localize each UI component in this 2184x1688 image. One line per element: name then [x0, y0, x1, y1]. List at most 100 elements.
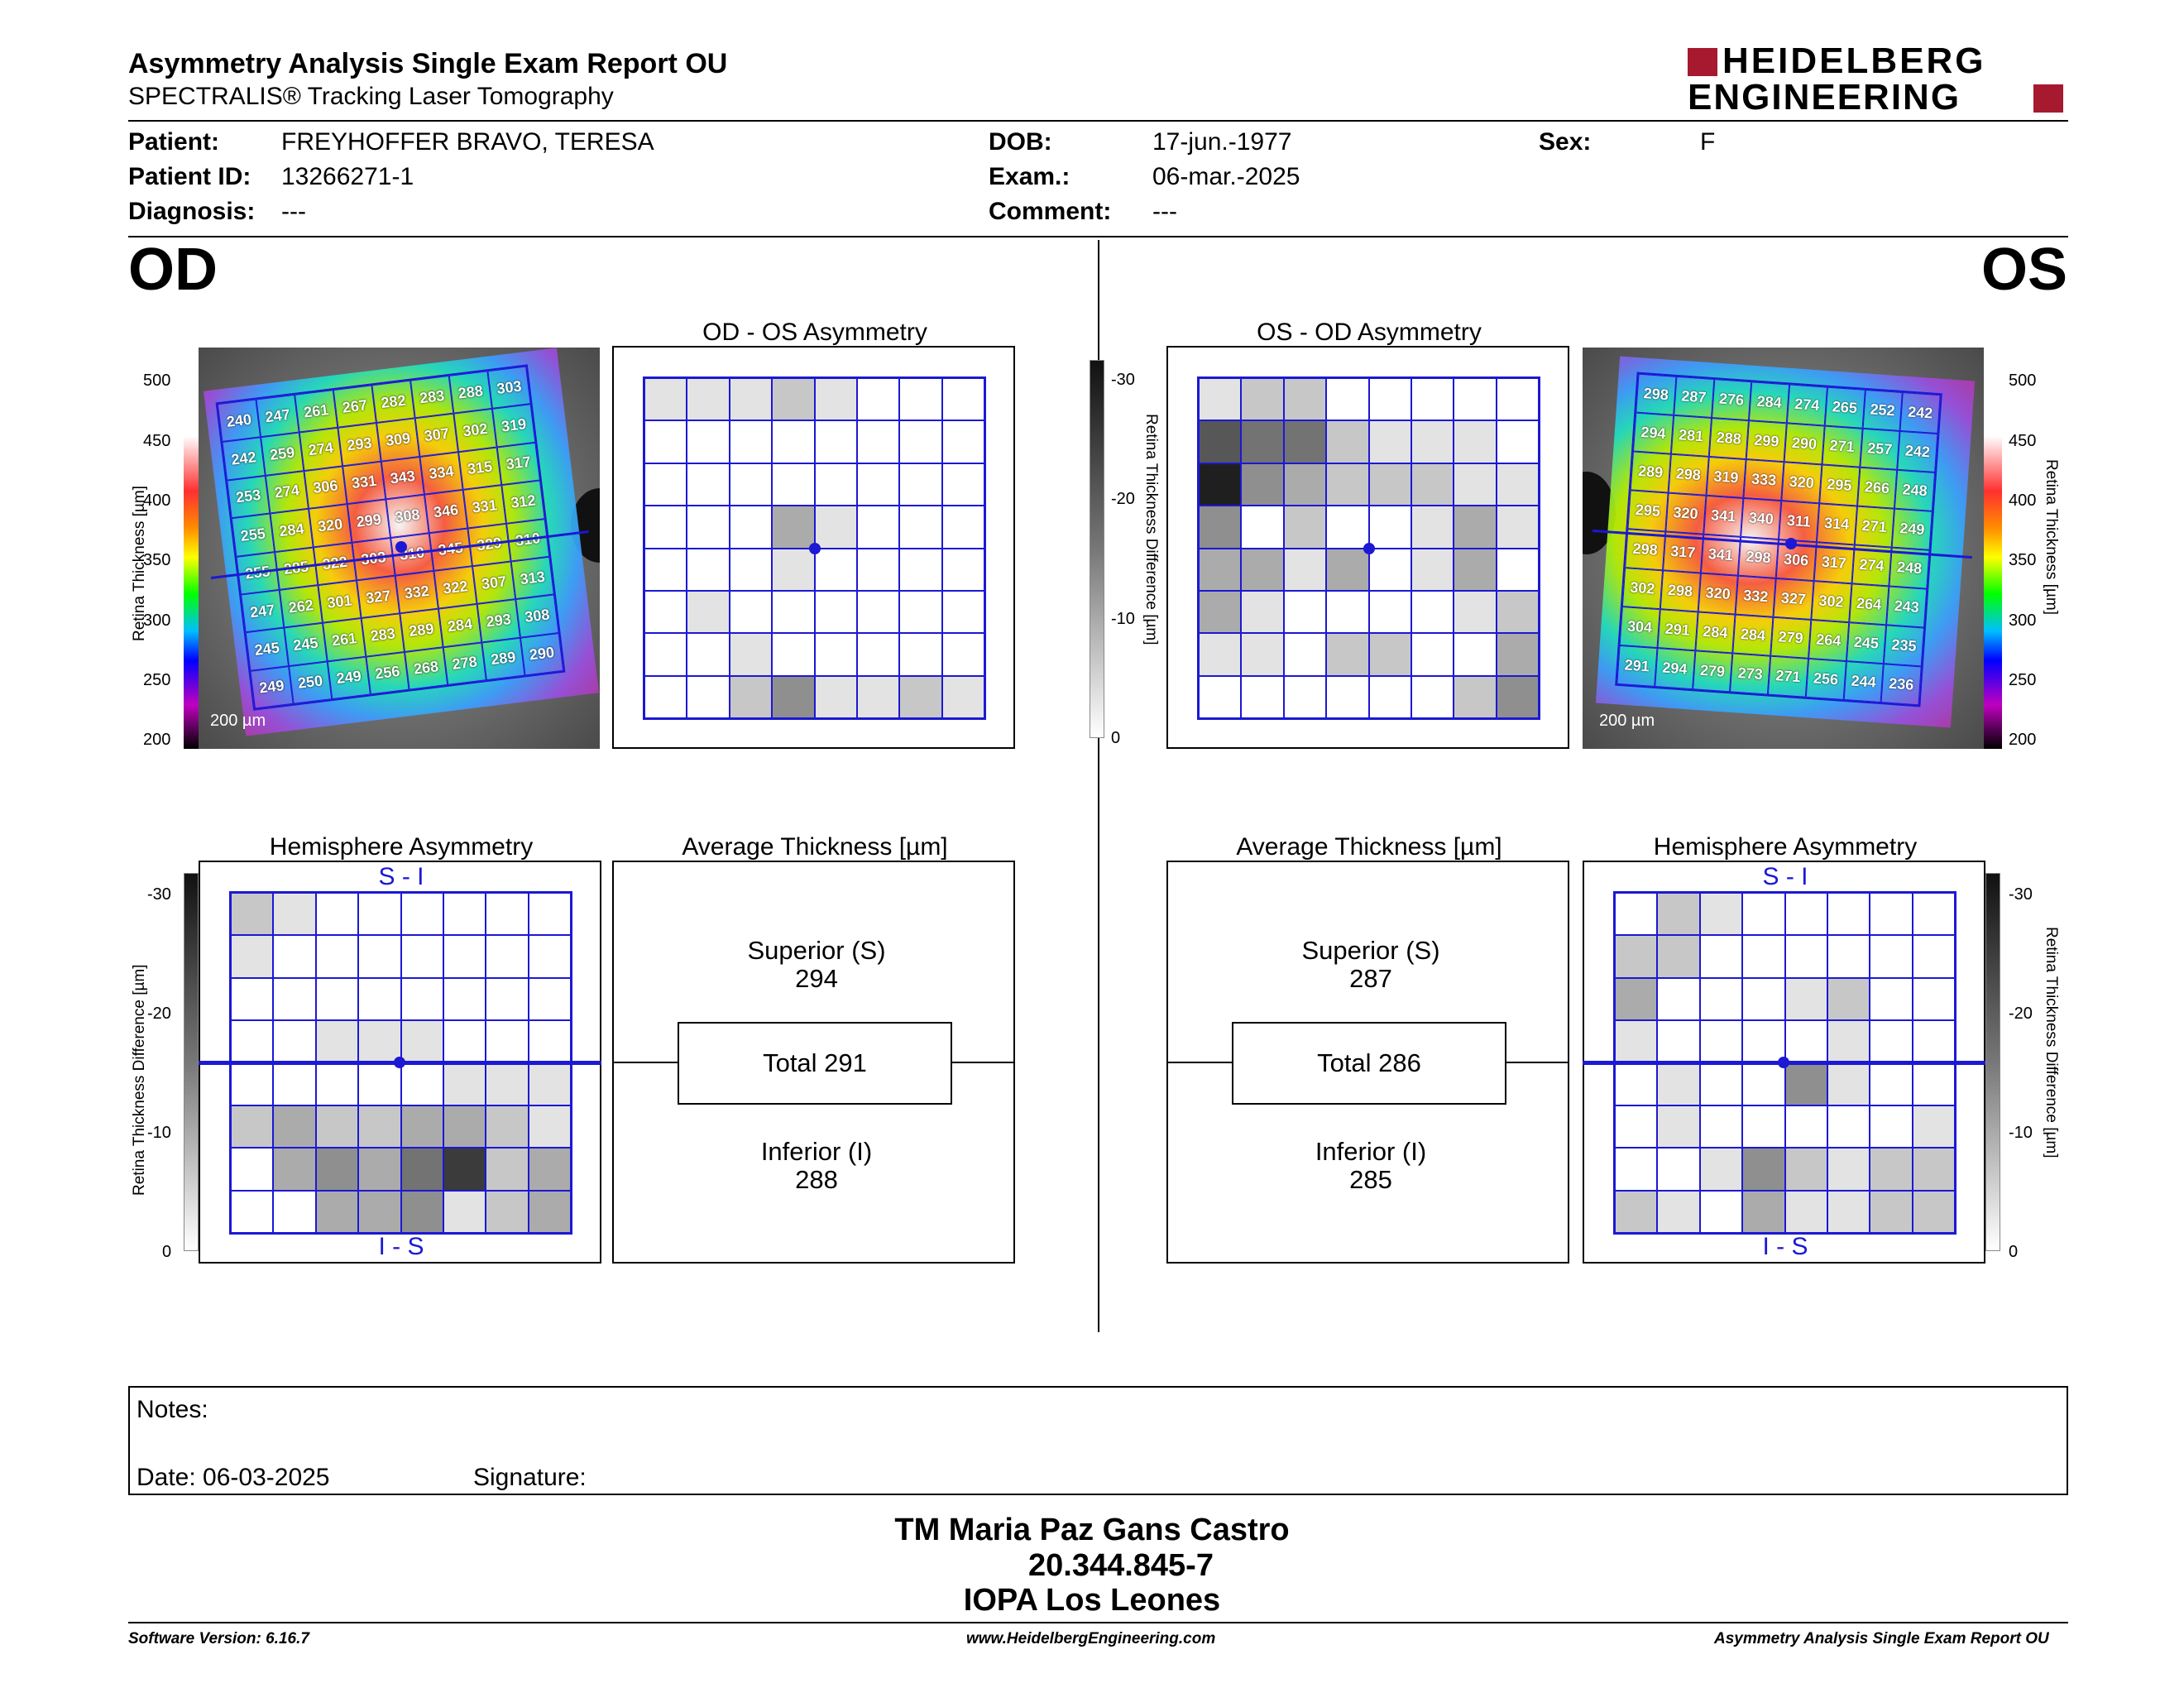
os-asym-cell	[1283, 633, 1327, 676]
os-hemi-cell	[1699, 1148, 1743, 1191]
os-thickness-tick-3: 350	[2009, 551, 2037, 569]
os-asym-cell	[1283, 506, 1327, 549]
footer-report-name: Asymmetry Analysis Single Exam Report OU	[1714, 1630, 2049, 1647]
od-hemi-cell	[231, 1062, 274, 1105]
od-inferior-label: Inferior (I)	[760, 1137, 873, 1166]
patient-id-label: Patient ID:	[128, 163, 251, 190]
od-asym-cell	[772, 420, 815, 463]
os-hemi-cell	[1784, 1062, 1827, 1105]
od-hemi-cell	[486, 893, 529, 936]
patient-divider	[128, 236, 2068, 237]
os-hemi-cell	[1657, 893, 1700, 936]
os-thickness-cell: 284	[1732, 614, 1774, 656]
os-superior-label: Superior (S)	[1301, 936, 1440, 965]
comment-value: ---	[1152, 198, 1177, 225]
od-hemi-cell	[400, 1190, 443, 1233]
od-hemi-cell	[443, 1020, 486, 1063]
notes-label: Notes:	[136, 1396, 208, 1423]
od-thickness-cell: 293	[477, 599, 520, 643]
os-hemi-cell	[1615, 1020, 1658, 1063]
od-thickness-cell: 331	[342, 461, 386, 505]
od-asym-cell	[644, 463, 687, 506]
os-thickness-cell: 271	[1822, 425, 1863, 468]
od-thickness-cell: 253	[227, 475, 271, 519]
od-hemi-cell	[400, 1020, 443, 1063]
logo-square-top	[1688, 48, 1717, 76]
od-thickness-tick-4: 300	[143, 611, 171, 630]
od-asym-cell	[687, 548, 730, 591]
od-thickness-cell: 308	[386, 494, 429, 538]
od-hemi-cell	[528, 893, 571, 936]
os-thickness-cell: 295	[1818, 464, 1860, 506]
od-thickness-cell: 283	[410, 375, 454, 419]
od-hemi-tick-2: -10	[147, 1124, 171, 1142]
os-thickness-cell: 242	[1897, 430, 1938, 472]
od-thickness-cell: 278	[443, 642, 486, 685]
os-avg-panel: Superior (S) 287 Total 286 Inferior (I) …	[1166, 861, 1569, 1264]
os-hemi-top-label: S - I	[1762, 863, 1808, 890]
os-asym-title: OS - OD Asymmetry	[1257, 319, 1482, 346]
os-asym-cell	[1454, 633, 1497, 676]
od-asym-cell	[941, 463, 984, 506]
os-thickness-cell: 319	[1706, 456, 1746, 498]
os-asym-cell	[1454, 420, 1497, 463]
os-thickness-cell: 294	[1633, 412, 1674, 454]
od-thickness-cell: 268	[404, 646, 448, 690]
diagnosis-label: Diagnosis:	[128, 198, 256, 225]
os-asym-cell	[1368, 548, 1411, 591]
comment-label: Comment:	[989, 198, 1112, 225]
os-thickness-cell: 289	[1630, 451, 1671, 493]
os-asym-cell	[1410, 506, 1454, 549]
os-asym-cell	[1283, 420, 1327, 463]
os-hemi-cell	[1742, 1105, 1785, 1149]
os-thickness-cell: 245	[1846, 622, 1887, 664]
od-thickness-cell: 274	[265, 470, 309, 514]
patient-label: Patient:	[128, 128, 220, 156]
od-hemi-cell	[400, 977, 443, 1021]
date-label: Date: 06-03-2025	[136, 1464, 330, 1491]
od-hemi-cell	[273, 977, 316, 1021]
os-asym-cell	[1410, 675, 1454, 718]
od-hemi-cell	[358, 1105, 401, 1149]
os-asym-cell	[1410, 548, 1454, 591]
os-asym-cell	[1368, 675, 1411, 718]
os-hemi-cell	[1827, 977, 1870, 1021]
od-hemi-cell	[231, 935, 274, 978]
os-hemi-cell	[1615, 935, 1658, 978]
od-asym-cell	[772, 463, 815, 506]
os-hemi-cell	[1699, 1190, 1743, 1233]
od-thickness-cell: 343	[381, 456, 424, 500]
od-thickness-cell: 240	[217, 399, 261, 443]
od-hemi-cell	[528, 935, 571, 978]
od-asym-cell	[814, 420, 857, 463]
od-thickness-cell: 284	[270, 508, 314, 552]
os-hemi-cell	[1657, 977, 1700, 1021]
os-eye-label: OS	[1981, 237, 2068, 303]
od-superior-value: 294	[795, 964, 838, 993]
od-asym-cell	[772, 548, 815, 591]
od-thickness-cell: 331	[462, 485, 506, 529]
od-thickness-tick-0: 500	[143, 372, 171, 390]
center-diff-tick-1: -20	[1111, 490, 1135, 508]
od-hemi-cell	[528, 1190, 571, 1233]
os-hemi-cell	[1615, 1062, 1658, 1105]
os-thickness-cell: 299	[1746, 420, 1787, 463]
od-asym-cell	[687, 463, 730, 506]
os-asym-cell	[1410, 590, 1454, 634]
os-thickness-cell: 320	[1698, 573, 1739, 615]
od-hemi-cell	[486, 1105, 529, 1149]
od-thickness-cell: 288	[448, 371, 492, 414]
os-hemi-cell	[1870, 1105, 1913, 1149]
os-asym-cell	[1496, 506, 1539, 549]
od-asym-cell	[687, 633, 730, 676]
od-hemi-cell	[486, 935, 529, 978]
os-thickness-cell: 288	[1708, 417, 1750, 460]
os-thickness-cell: 284	[1694, 611, 1736, 654]
od-thickness-axis-label: Retina Thickness [µm]	[131, 486, 148, 641]
os-hemi-cell	[1870, 1062, 1913, 1105]
od-asym-cell	[941, 633, 984, 676]
os-thickness-cell: 340	[1741, 497, 1782, 539]
od-asym-cell	[729, 463, 773, 506]
os-thickness-cell: 274	[1786, 384, 1827, 426]
os-hemi-cell	[1742, 1190, 1785, 1233]
